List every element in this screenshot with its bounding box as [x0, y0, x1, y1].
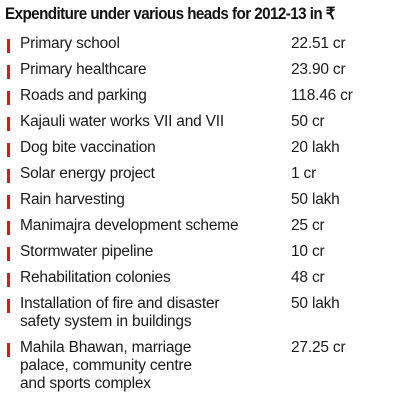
bullet-bar-icon [7, 91, 10, 105]
page-title: Expenditure under various heads for 2012… [5, 5, 335, 23]
bullet-bar-icon [7, 221, 10, 235]
item-value: 25 cr [291, 217, 325, 234]
item-value: 50 lakh [291, 295, 340, 312]
item-label: Solar energy project [20, 165, 155, 182]
item-label: Roads and parking [20, 87, 147, 104]
item-label: Stormwater pipeline [20, 243, 154, 260]
list-item: Manimajra development scheme 25 cr [0, 216, 400, 242]
item-value: 118.46 cr [291, 87, 353, 104]
item-label: Rehabilitation colonies [20, 269, 171, 286]
item-value: 10 cr [291, 243, 325, 260]
item-value: 22.51 cr [291, 35, 346, 52]
list-item: Rain harvesting 50 lakh [0, 190, 400, 216]
bullet-bar-icon [7, 343, 10, 357]
bullet-bar-icon [7, 65, 10, 79]
list-item: Rehabilitation colonies 48 cr [0, 268, 400, 294]
item-value: 48 cr [291, 269, 325, 286]
item-label: Primary school [20, 35, 120, 52]
list-item: Roads and parking 118.46 cr [0, 86, 400, 112]
list-item: Kajauli water works VII and VII 50 cr [0, 112, 400, 138]
list-item: Solar energy project 1 cr [0, 164, 400, 190]
bullet-bar-icon [7, 169, 10, 183]
bullet-bar-icon [7, 195, 10, 209]
bullet-bar-icon [7, 143, 10, 157]
item-value: 1 cr [291, 165, 317, 182]
item-value: 27.25 cr [291, 339, 346, 356]
bullet-bar-icon [7, 247, 10, 261]
item-value: 50 lakh [291, 191, 340, 208]
item-value: 23.90 cr [291, 61, 346, 78]
bullet-bar-icon [7, 39, 10, 53]
item-label: Rain harvesting [20, 191, 125, 208]
list-item: Dog bite vaccination 20 lakh [0, 138, 400, 164]
item-label: Mahila Bhawan, marriage palace, communit… [20, 339, 192, 392]
item-value: 20 lakh [291, 139, 340, 156]
bullet-bar-icon [7, 117, 10, 131]
list-item: Stormwater pipeline 10 cr [0, 242, 400, 268]
item-label: Dog bite vaccination [20, 139, 156, 156]
item-value: 50 cr [291, 113, 325, 130]
item-label: Manimajra development scheme [20, 217, 239, 234]
list-item: Primary healthcare 23.90 cr [0, 60, 400, 86]
bullet-bar-icon [7, 273, 10, 287]
expenditure-list: Primary school 22.51 cr Primary healthca… [0, 34, 400, 398]
item-label: Kajauli water works VII and VII [20, 113, 225, 130]
list-item: Installation of fire and disaster safety… [0, 294, 400, 338]
list-item: Mahila Bhawan, marriage palace, communit… [0, 338, 400, 398]
item-label: Installation of fire and disaster safety… [20, 295, 220, 330]
item-label: Primary healthcare [20, 61, 147, 78]
bullet-bar-icon [7, 299, 10, 313]
list-item: Primary school 22.51 cr [0, 34, 400, 60]
